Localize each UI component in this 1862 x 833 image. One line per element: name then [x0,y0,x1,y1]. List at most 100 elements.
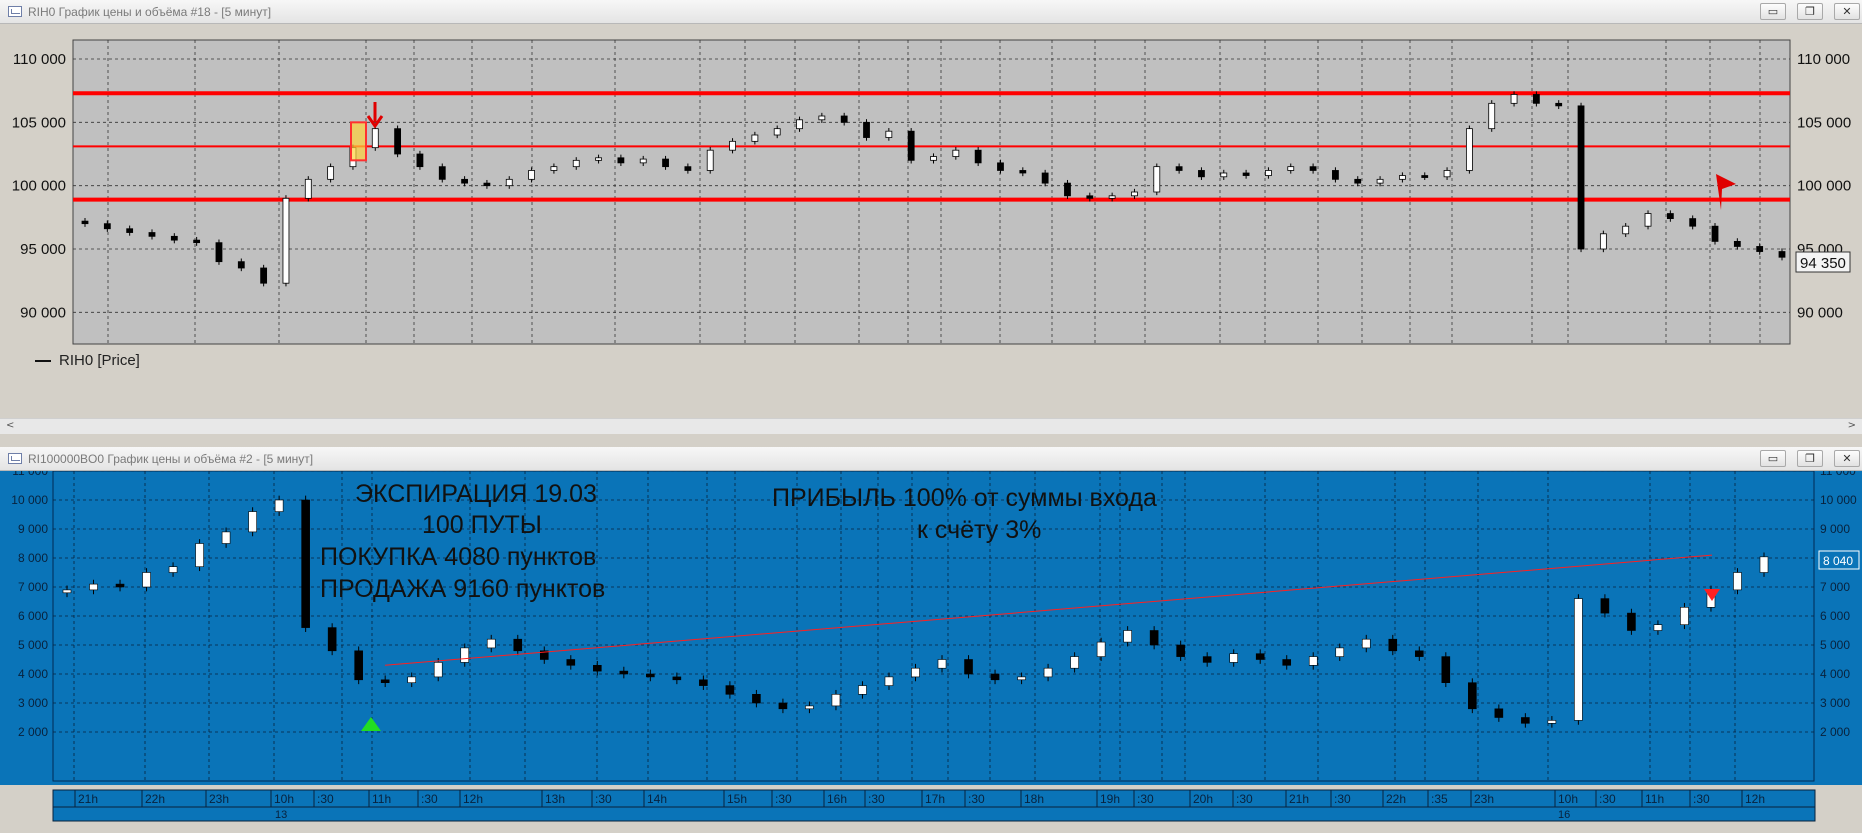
bottom-option-chart[interactable]: 11 000 11 000 10 000 10 000 9 000 9 000 8 000 8… [0,471,1862,833]
top-chart-window: RIH0 График цены и объёма #18 - [5 минут… [0,0,1862,434]
y-tick-label-left: 11 000 [12,471,48,478]
candle [1600,598,1610,614]
y-tick-label-left: 95 000 [20,241,66,258]
candle [1255,653,1265,660]
buy-marker-icon [361,717,381,731]
candle [672,676,682,681]
bottom-chart-window: RI100000BO0 График цены и объёма #2 - [5… [0,447,1862,833]
candle [1309,166,1317,171]
time-label: 21h [1289,792,1309,806]
y-tick-label-right: 2 000 [1820,725,1850,739]
restore-button[interactable]: ❐ [1797,3,1823,20]
flag-icon [1716,174,1736,210]
time-label: 14h [647,792,667,806]
minimize-button[interactable]: ▭ [1760,450,1786,467]
bottom-window-titlebar[interactable]: RI100000BO0 График цены и объёма #2 - [5… [0,447,1862,471]
candle [752,694,761,704]
candle [1242,172,1250,176]
candle [1555,102,1563,107]
scroll-left-icon[interactable]: < [6,420,15,431]
candle [805,705,814,710]
top-horizontal-scrollbar[interactable]: < > [0,418,1862,434]
close-button[interactable]: ✕ [1834,450,1860,467]
candle [646,673,655,678]
candle [796,119,803,130]
candle [103,223,111,230]
candle [1599,233,1607,250]
candle [617,157,625,164]
candle [1287,166,1295,171]
y-tick-label-left: 100 000 [12,178,66,195]
candle [1282,659,1292,666]
minimize-button[interactable]: ▭ [1760,3,1786,20]
y-tick-label-right: 7 000 [1820,580,1850,594]
candle [1778,251,1786,258]
candle [1756,246,1764,252]
candle [126,228,134,233]
y-tick-label-left: 4 000 [18,667,48,681]
scroll-right-icon[interactable]: > [1847,420,1856,431]
time-label: :30 [595,792,612,806]
candle [371,128,379,149]
candle [486,638,496,649]
time-label: 20h [1193,792,1213,806]
time-label: 15h [727,792,747,806]
close-button[interactable]: ✕ [1834,3,1860,20]
candle [1019,170,1027,174]
plot-background [0,471,1862,785]
annotation-profit: ПРИБЫЛЬ 100% от суммы входа [772,484,1157,512]
candle [81,220,89,225]
time-label: 12h [463,792,483,806]
time-label: 17h [925,792,945,806]
candle [884,676,894,686]
time-label: 19h [1100,792,1120,806]
candle [327,627,337,652]
candle [1131,191,1138,197]
time-label: :35 [1431,792,1448,806]
candle [1086,195,1094,199]
candle [1733,572,1742,591]
candle [1494,708,1504,718]
candle [619,670,629,675]
y-tick-label-right: 110 000 [1797,51,1850,68]
candle [274,499,284,512]
date-label: 16 [1558,809,1570,821]
y-tick-label-left: 105 000 [12,114,66,131]
candle [1547,720,1557,724]
candle [1153,166,1161,193]
chart-window-icon [8,6,22,17]
trendline [384,554,1713,666]
plot-area [52,471,1815,782]
candle [952,149,960,157]
y-tick-label-left: 2 000 [18,725,48,739]
candle [662,158,669,168]
candle [937,659,947,669]
time-label: 10h [1558,792,1578,806]
annotation-expiration: ЭКСПИРАЦИЯ 19.03 [355,480,597,508]
candle [354,650,363,681]
top-window-titlebar[interactable]: RIH0 График цены и объёма #18 - [5 минут… [0,0,1862,24]
candle [483,182,491,187]
date-axis [52,806,1816,822]
time-label: :30 [1693,792,1710,806]
candle [1689,218,1697,227]
candle [863,121,870,138]
time-label: 12h [1745,792,1765,806]
time-label: 23h [209,792,229,806]
candle [930,156,937,161]
y-tick-label-right: 105 000 [1797,114,1851,131]
y-tick-label-right: 9 000 [1820,522,1850,536]
annotation-sell: ПРОДАЖА 9160 пунктов [320,575,605,603]
y-tick-label-left: 9 000 [18,522,48,536]
y-tick-label-left: 8 000 [18,551,48,565]
candle [1064,182,1071,197]
candle [729,140,736,151]
time-label: :30 [1236,792,1253,806]
restore-button[interactable]: ❐ [1797,450,1823,467]
time-label: :30 [868,792,885,806]
candle [1070,656,1079,669]
candle [416,153,424,168]
top-price-chart[interactable]: 110 000 110 000 105 000 105 000 100 000 100 0… [0,24,1862,376]
candle [778,702,788,710]
candle [1229,653,1238,663]
